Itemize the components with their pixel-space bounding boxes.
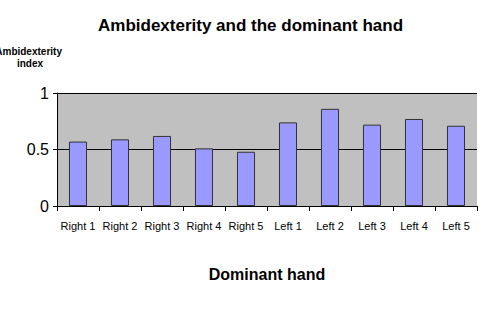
svg-text:0: 0 — [40, 198, 49, 215]
svg-text:index: index — [17, 58, 44, 69]
svg-text:Ambidexterity: Ambidexterity — [0, 46, 65, 57]
svg-text:0.5: 0.5 — [27, 141, 49, 158]
svg-text:Left 5: Left 5 — [442, 220, 470, 232]
svg-text:Right 2: Right 2 — [103, 220, 138, 232]
svg-text:Ambidexterity and the dominant: Ambidexterity and the dominant hand — [98, 16, 403, 35]
svg-text:1: 1 — [40, 85, 49, 102]
svg-text:Left 1: Left 1 — [274, 220, 302, 232]
svg-text:Dominant hand: Dominant hand — [209, 266, 325, 283]
svg-text:Left 4: Left 4 — [400, 220, 428, 232]
svg-text:Right 1: Right 1 — [61, 220, 96, 232]
svg-text:Right 5: Right 5 — [229, 220, 264, 232]
svg-text:Right 3: Right 3 — [145, 220, 180, 232]
svg-text:Left 3: Left 3 — [358, 220, 386, 232]
svg-text:Left 2: Left 2 — [316, 220, 344, 232]
svg-text:Right 4: Right 4 — [187, 220, 222, 232]
